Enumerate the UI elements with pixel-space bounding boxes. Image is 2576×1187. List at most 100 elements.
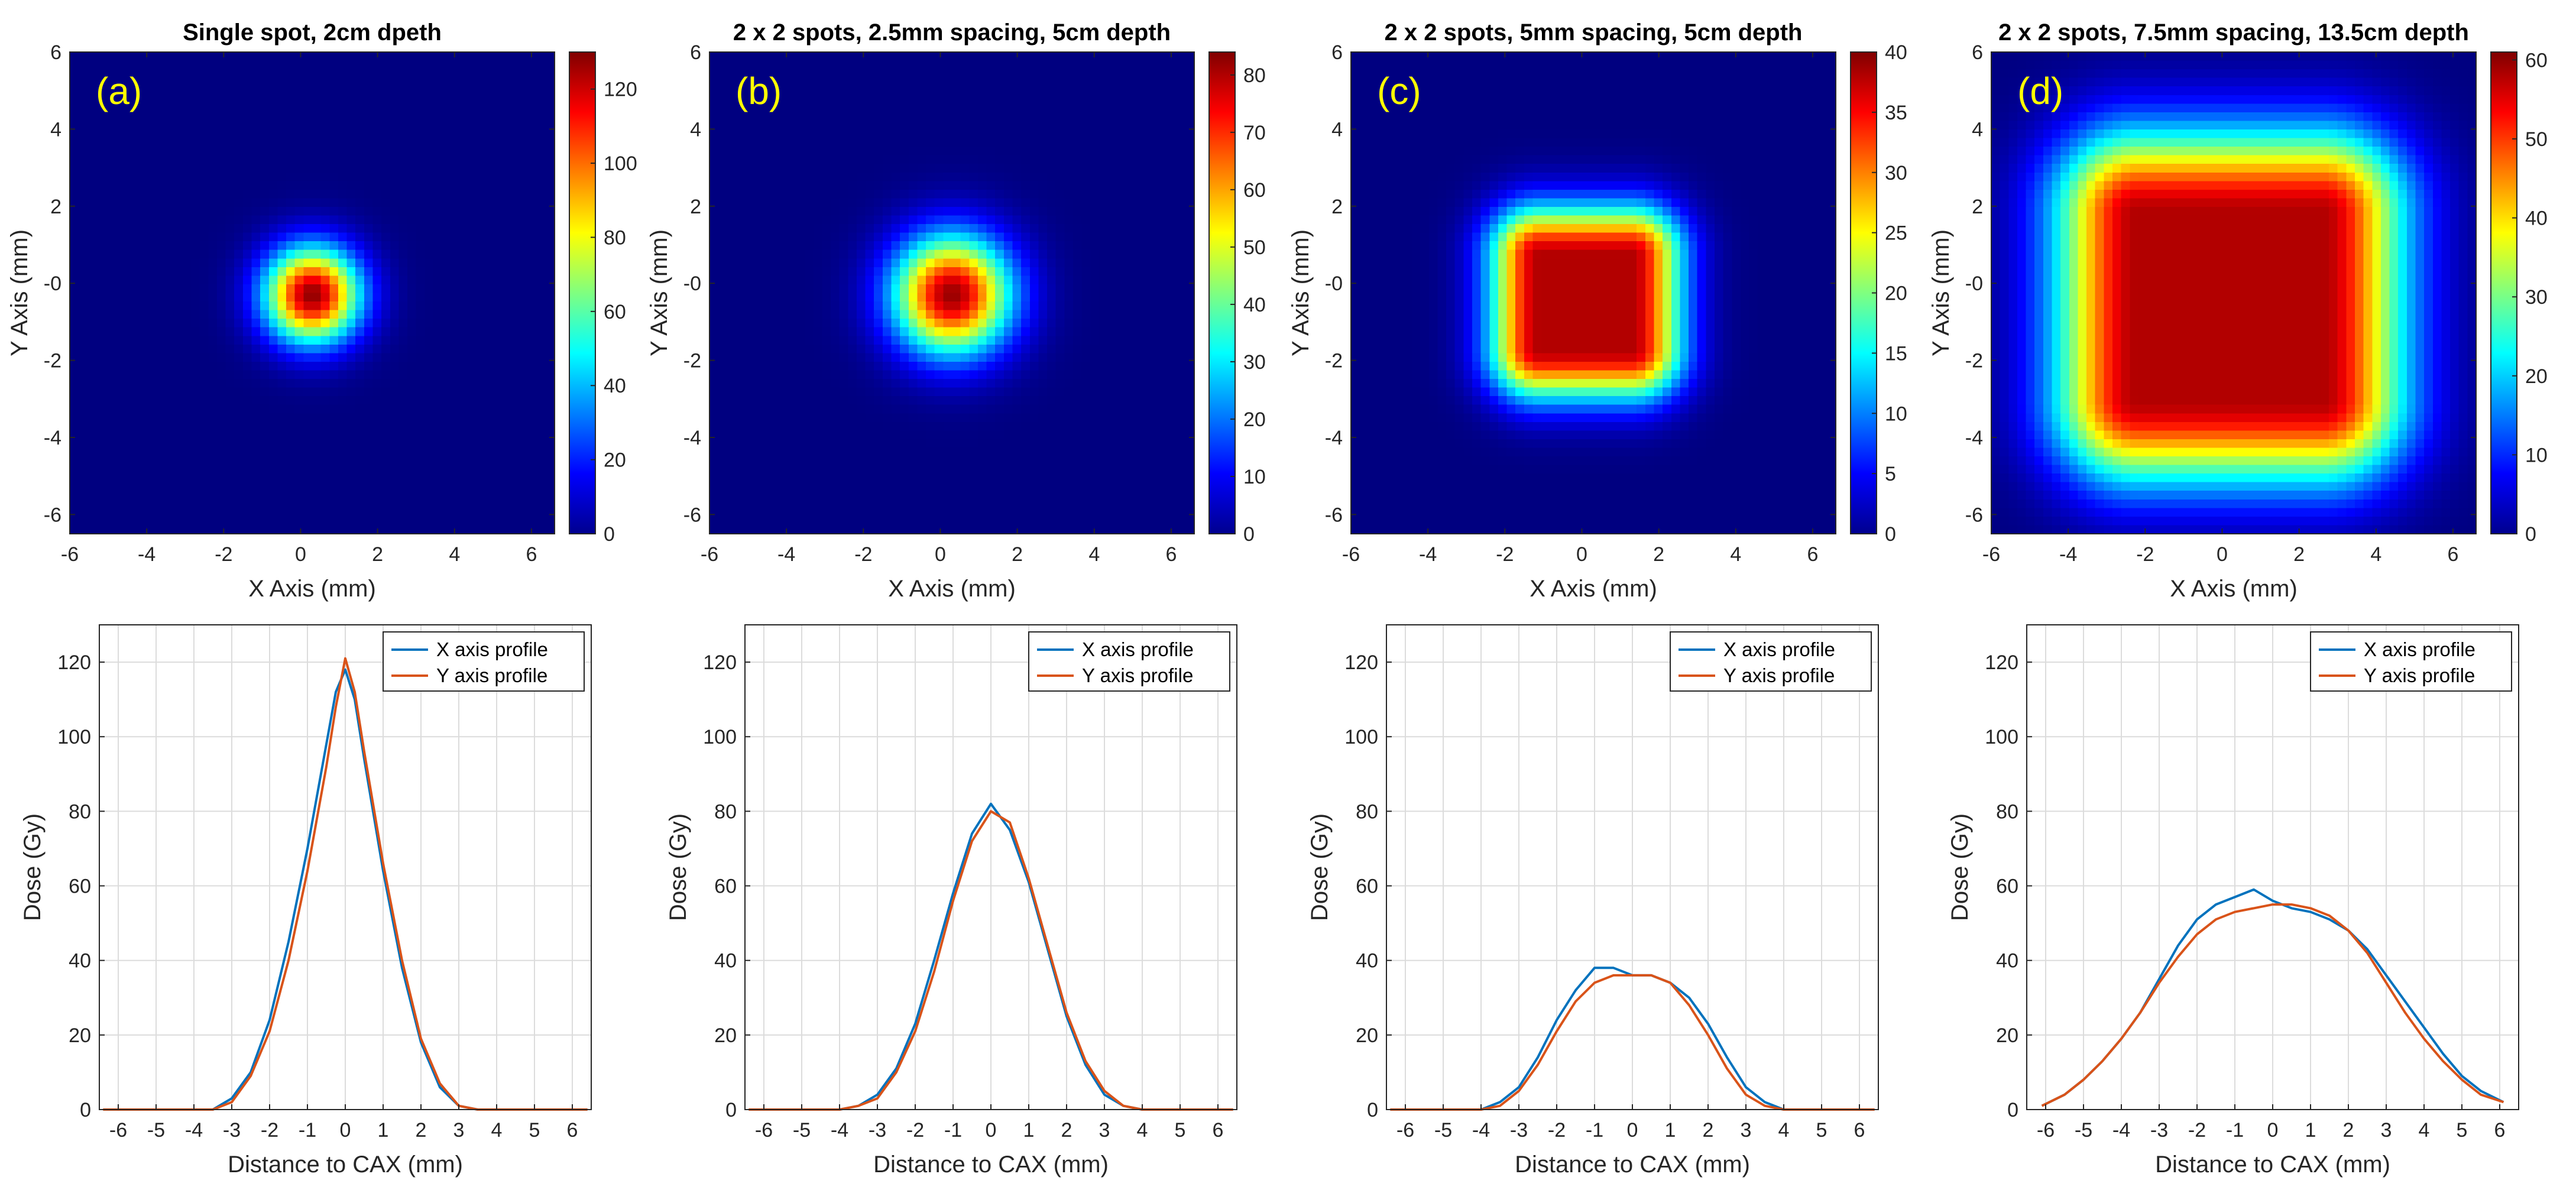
- heatmap-image: [709, 52, 1195, 534]
- heatmap-cell: [537, 439, 546, 449]
- heatmap-cell: [451, 516, 460, 526]
- heatmap-cell: [796, 86, 805, 96]
- heatmap-cell: [242, 430, 252, 440]
- heatmap-cell: [865, 516, 874, 526]
- heatmap-cell: [900, 430, 909, 440]
- heatmap-cell: [485, 215, 495, 225]
- heatmap-cell: [952, 482, 961, 491]
- heatmap-cell: [147, 344, 157, 353]
- heatmap-cell: [865, 319, 874, 328]
- heatmap-cell: [520, 525, 529, 534]
- heatmap-cell: [856, 456, 866, 466]
- heatmap-cell: [156, 447, 166, 457]
- heatmap-cell: [113, 370, 122, 380]
- heatmap-cell: [199, 121, 209, 130]
- heatmap-cell: [268, 206, 278, 216]
- heatmap-cell: [459, 60, 469, 70]
- heatmap-cell: [225, 508, 235, 517]
- heatmap-cell: [425, 404, 434, 414]
- heatmap-cell: [813, 439, 822, 449]
- heatmap-cell: [546, 267, 555, 276]
- heatmap-cell: [952, 387, 961, 397]
- heatmap-cell: [87, 241, 96, 251]
- heatmap-cell: [926, 301, 935, 311]
- heatmap-cell: [494, 172, 503, 181]
- heatmap-cell: [182, 344, 192, 353]
- heatmap-cell: [874, 172, 883, 181]
- heatmap-cell: [805, 499, 814, 508]
- heatmap-cell: [770, 327, 779, 336]
- heatmap-cell: [372, 77, 382, 87]
- heatmap-cell: [425, 465, 434, 474]
- heatmap-cell: [260, 293, 270, 302]
- heatmap-cell: [381, 267, 391, 276]
- heatmap-cell: [503, 95, 512, 104]
- heatmap-cell: [251, 189, 261, 199]
- heatmap-cell: [425, 353, 434, 362]
- heatmap-cell: [121, 525, 131, 534]
- heatmap-cell: [121, 491, 131, 500]
- heatmap-cell: [865, 112, 874, 122]
- heatmap-cell: [805, 465, 814, 474]
- heatmap-cell: [433, 413, 443, 423]
- heatmap-cell: [761, 181, 771, 190]
- colorbar: [569, 51, 596, 534]
- heatmap-cell: [407, 430, 417, 440]
- heatmap-cell: [813, 112, 822, 122]
- heatmap-cell: [104, 379, 114, 388]
- heatmap-cell: [113, 241, 122, 251]
- heatmap-cell: [805, 164, 814, 173]
- heatmap-cell: [216, 155, 226, 164]
- heatmap-cell: [908, 447, 918, 457]
- heatmap-cell: [130, 52, 140, 61]
- heatmap-cell: [364, 404, 374, 414]
- heatmap-cell: [753, 121, 762, 130]
- heatmap-cell: [477, 95, 486, 104]
- heatmap-cell: [511, 361, 521, 371]
- heatmap-cell: [882, 258, 892, 268]
- heatmap-cell: [839, 430, 848, 440]
- heatmap-cell: [744, 215, 753, 225]
- heatmap-cell: [104, 189, 114, 199]
- heatmap-cell: [917, 189, 926, 199]
- heatmap-cell: [891, 516, 900, 526]
- heatmap-cell: [338, 258, 348, 268]
- heatmap-cell: [494, 370, 503, 380]
- heatmap-cell: [104, 499, 114, 508]
- heatmap-cell: [338, 430, 348, 440]
- heatmap-cell: [225, 413, 235, 423]
- heatmap-cell: [199, 60, 209, 70]
- heatmap-cell: [372, 456, 382, 466]
- heatmap-cell: [242, 353, 252, 362]
- heatmap-cell: [709, 138, 719, 147]
- heatmap-cell: [355, 138, 365, 147]
- heatmap-cell: [113, 327, 122, 336]
- heatmap-cell: [433, 379, 443, 388]
- heatmap-cell: [848, 112, 857, 122]
- heatmap-cell: [294, 421, 304, 431]
- heatmap-cell: [70, 465, 79, 474]
- heatmap-cell: [709, 52, 719, 61]
- heatmap-cell: [355, 258, 365, 268]
- heatmap-cell: [926, 293, 935, 302]
- heatmap-cell: [735, 301, 745, 311]
- heatmap-cell: [156, 172, 166, 181]
- heatmap-cell: [208, 319, 218, 328]
- heatmap-cell: [329, 86, 339, 96]
- heatmap-cell: [796, 413, 805, 423]
- heatmap-cell: [511, 310, 521, 319]
- heatmap-cell: [225, 147, 235, 156]
- heatmap-cell: [753, 421, 762, 431]
- heatmap-cell: [268, 241, 278, 251]
- heatmap-cell: [503, 138, 512, 147]
- heatmap-cell: [95, 77, 105, 87]
- heatmap-cell: [796, 293, 805, 302]
- heatmap-cell: [727, 77, 736, 87]
- heatmap-cell: [977, 430, 987, 440]
- heatmap-cell: [216, 258, 226, 268]
- x-tick-label: 4: [449, 543, 460, 566]
- heatmap-cell: [398, 181, 408, 190]
- heatmap-cell: [87, 516, 96, 526]
- heatmap-cell: [839, 516, 848, 526]
- heatmap-cell: [260, 224, 270, 233]
